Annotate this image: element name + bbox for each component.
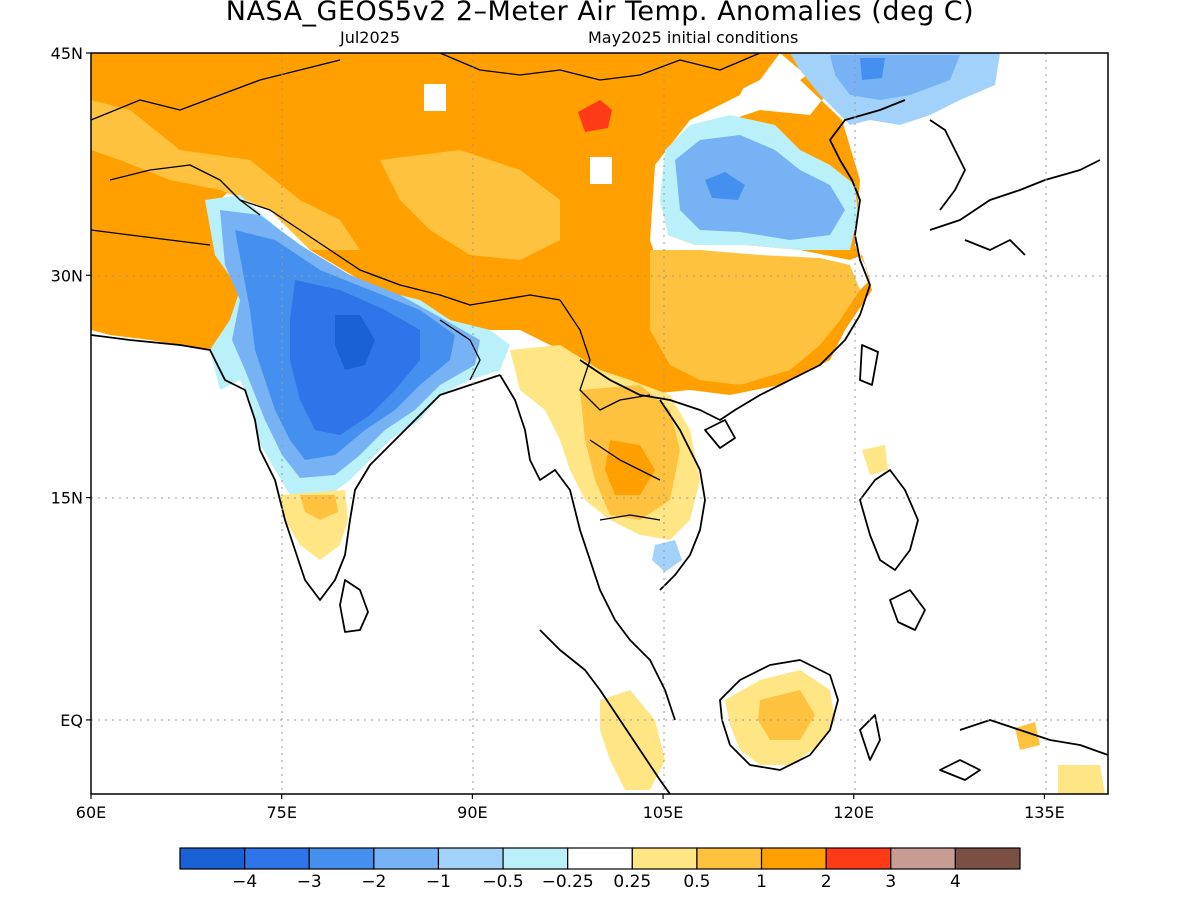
colorbar-label: 3 [885,872,896,892]
colorbar-swatch [502,847,569,870]
lat-tick-label: 45N [51,44,83,63]
lat-tick-label: 15N [51,489,83,508]
region-borneo-warm-2 [758,690,815,740]
map-title: NASA_GEOS5v2 2–Meter Air Temp. Anomalies… [225,0,975,27]
colorbar-swatch [567,847,633,870]
region-north-china-cool-3 [705,172,745,200]
axis-labels: 45N 30N 15N EQ 60E 75E 90E 105E 120E 135E [51,44,1065,822]
colorbar-label: 4 [950,872,961,892]
lon-tick-label: 60E [76,803,106,822]
colorbar-swatch [696,847,763,870]
region-newguinea-warm [1015,722,1040,750]
grid-lines [91,53,1108,794]
colorbar: −4 −3 −2 −1 −0.5 −0.25 0.25 0.5 1 2 3 4 [179,847,1021,892]
colorbar-swatch [373,847,440,870]
colorbar-label: 0.5 [683,872,710,892]
colorbar-swatch [631,847,698,870]
region-arafura-warm [1058,765,1105,794]
lat-tick-label: 30N [51,266,83,285]
region-mongolia-hotspot [578,100,612,132]
colorbar-label: −0.25 [542,872,594,892]
colorbar-label: 1 [756,872,767,892]
region-philippines-warm [862,445,888,475]
coastlines [91,99,1108,794]
forecast-month: Jul2025 [340,28,401,47]
colorbar-label: 0.25 [613,872,651,892]
region-northeast-cool-3 [860,58,885,80]
country-borders [91,53,761,521]
lat-tick-label: EQ [60,711,83,730]
region-west-light [91,100,360,250]
lon-tick-label: 105E [643,803,684,822]
region-india-cool-max [335,315,375,370]
colorbar-swatch [760,847,827,870]
colorbar-label: −0.5 [482,872,523,892]
colorbar-label: 2 [821,872,832,892]
colorbar-label: −3 [297,872,322,892]
lon-tick-label: 135E [1024,803,1065,822]
colorbar-swatch [890,847,956,870]
region-south-india-warm-2 [300,495,338,520]
region-tibet-light [380,150,560,260]
initial-conditions-label: May2025 initial conditions [588,28,799,47]
lon-tick-label: 90E [457,803,487,822]
colorbar-swatch [437,847,504,870]
region-indochina-cool-spot [652,540,682,572]
lon-tick-label: 75E [266,803,296,822]
colorbar-label: −4 [232,872,257,892]
colorbar-swatch [308,847,375,870]
colorbar-swatch [244,847,310,870]
missing-data-cell [590,157,612,184]
lon-tick-label: 120E [833,803,874,822]
colorbar-swatch [954,847,1021,870]
colorbar-swatch [179,847,246,870]
missing-data-cell [424,84,446,111]
map-field [91,53,1108,794]
region-southern-china-warm [650,250,860,385]
map-frame [90,52,1109,795]
colorbar-label: −1 [426,872,451,892]
region-indochina-warm-3 [605,440,655,495]
region-north-china-cool-2 [675,135,845,240]
colorbar-swatch [825,847,892,870]
colorbar-label: −2 [361,872,386,892]
